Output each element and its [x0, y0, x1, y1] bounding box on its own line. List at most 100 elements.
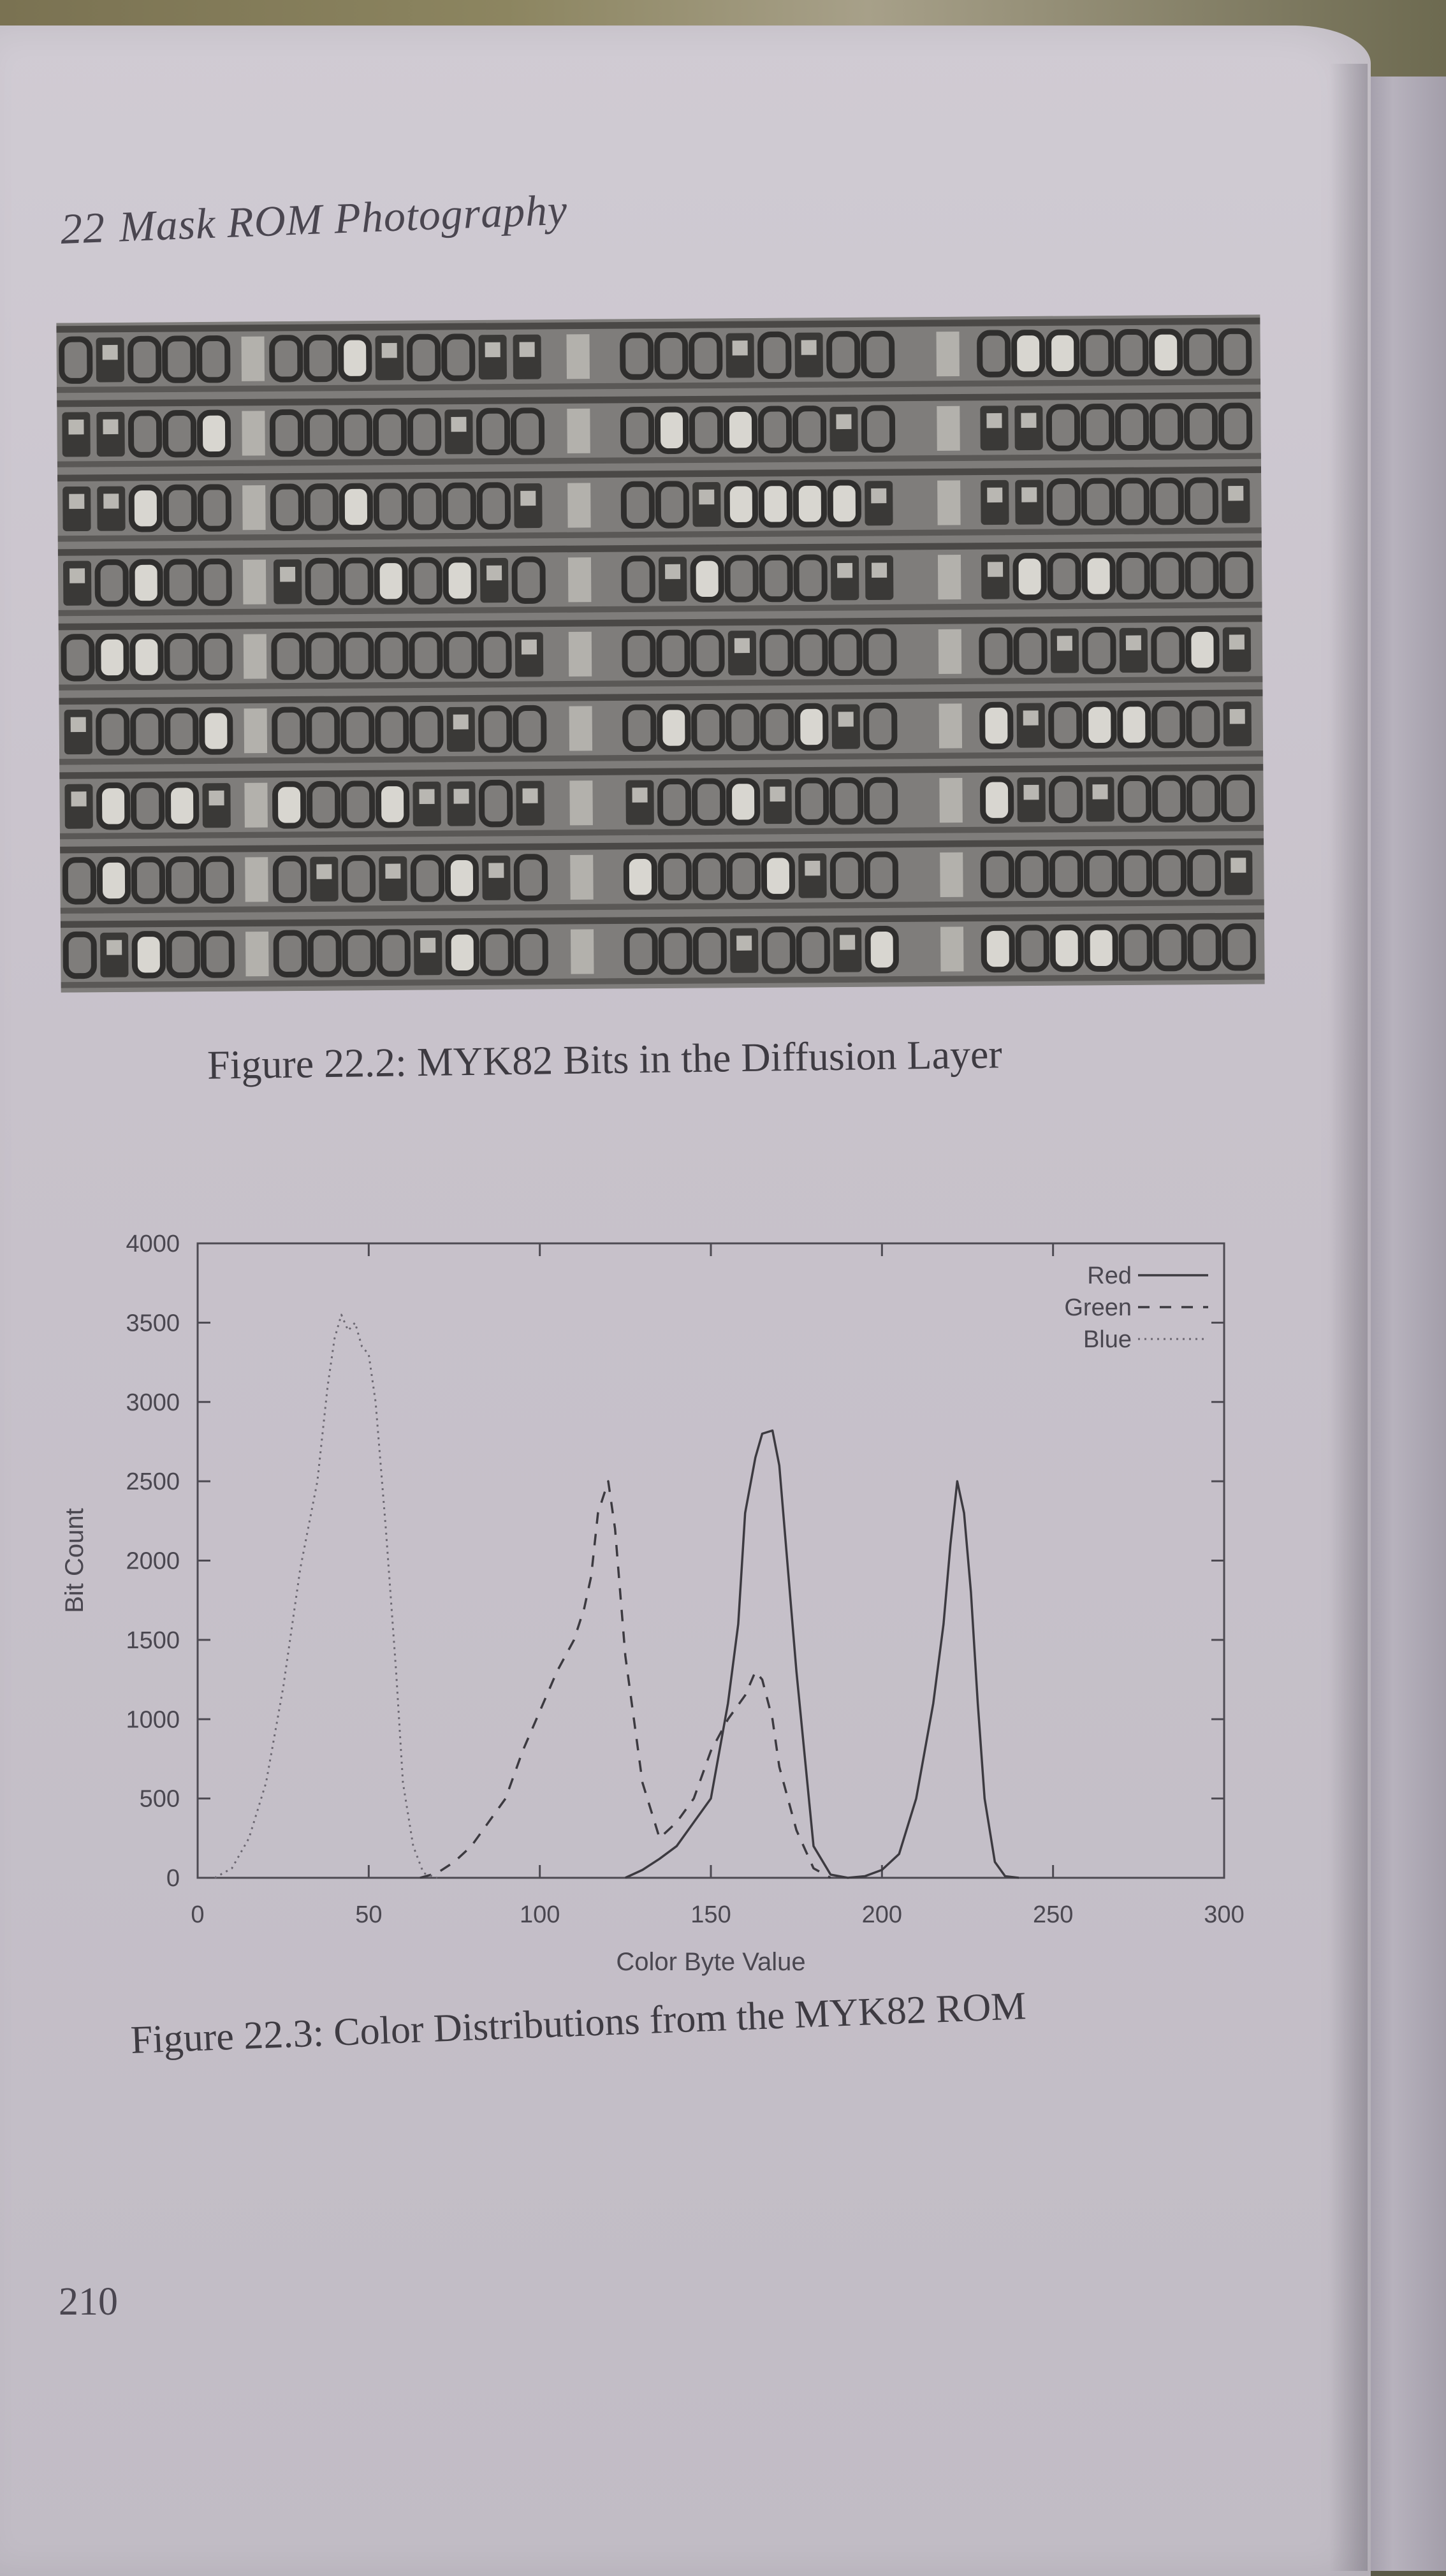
rom-bit-cell	[442, 557, 477, 604]
diffusion-gap	[242, 559, 267, 604]
rom-bit-cell	[759, 554, 793, 603]
series-line-blue	[214, 1314, 438, 1879]
rom-bit-cell	[103, 419, 119, 435]
rom-bit-cell	[699, 489, 715, 505]
rom-bit-cell	[165, 856, 200, 904]
rom-bit-cell	[761, 926, 796, 974]
rom-bit-cell	[1220, 774, 1255, 823]
diffusion-gap	[566, 334, 590, 379]
rom-bit-cell	[522, 788, 538, 803]
rom-bit-cell	[419, 789, 435, 804]
rom-bit-cell	[1046, 329, 1080, 377]
rom-bit-cell	[1081, 552, 1116, 600]
rom-bit-cell	[838, 712, 854, 727]
series-line-red	[625, 1429, 1019, 1879]
y-axis-label: Bit Count	[61, 1508, 89, 1613]
rom-bit-cell	[269, 409, 304, 457]
page-shadow	[1329, 64, 1368, 2571]
metal-line	[57, 527, 1262, 542]
rom-bit-cell	[342, 929, 376, 977]
rom-bit-cell	[863, 628, 897, 676]
rom-bit-cell	[794, 332, 823, 377]
rom-bit-cell	[979, 776, 1014, 824]
rom-bit-cell	[1048, 701, 1083, 749]
rom-bit-cell	[373, 483, 407, 531]
rom-bit-cell	[520, 490, 536, 506]
diffusion-gap	[569, 780, 593, 826]
rom-bit-cell	[655, 481, 689, 529]
rom-bit-cell	[129, 633, 164, 681]
legend: Red Green Blue	[1064, 1262, 1208, 1353]
rom-bit-cell	[1012, 553, 1047, 601]
diffusion-gap	[937, 480, 961, 525]
rom-bit-cell	[476, 407, 511, 456]
rom-bit-cell	[128, 410, 163, 458]
rom-bit-cell	[272, 781, 307, 829]
rom-bit-cell	[758, 480, 792, 528]
rom-bit-cell	[445, 928, 479, 977]
diffusion-gap	[569, 706, 593, 751]
rom-bit-cell	[794, 629, 828, 677]
rom-bit-cell	[1092, 784, 1108, 800]
rom-bit-cell	[981, 925, 1015, 973]
rom-bit-cell	[444, 854, 479, 902]
metal-line	[57, 466, 1262, 482]
rom-bit-cell	[734, 638, 750, 654]
rom-bit-cell	[339, 483, 373, 531]
rom-bit-cell	[1185, 552, 1219, 599]
rom-bit-cell	[1151, 775, 1187, 823]
y-tick-label: 1500	[126, 1627, 180, 1654]
rom-bit-cell	[410, 854, 445, 902]
rom-bit-cell	[59, 336, 93, 384]
rom-bit-cell	[826, 331, 861, 379]
rom-bit-cell	[1183, 328, 1218, 376]
diffusion-gap	[939, 778, 963, 823]
rom-bit-cell	[162, 410, 197, 458]
rom-bit-cell	[441, 333, 476, 381]
rom-die-photograph	[56, 314, 1265, 993]
rom-bit-cell	[727, 630, 757, 676]
rom-bit-cell	[1219, 551, 1253, 599]
rom-bit-cell	[103, 494, 119, 509]
diffusion-gap	[241, 336, 265, 381]
rom-bit-cell	[726, 778, 761, 826]
rom-bit-cell	[1056, 636, 1072, 651]
x-tick-label: 100	[520, 1901, 560, 1928]
rom-bit-cell	[385, 863, 401, 879]
rom-bit-cell	[521, 640, 537, 655]
rom-bit-cell	[723, 406, 758, 454]
metal-line	[58, 615, 1262, 631]
rom-bit-cell	[479, 779, 513, 828]
rom-bit-cell	[792, 406, 827, 453]
rom-bit-cell	[510, 407, 545, 455]
rom-bit-cell	[1187, 849, 1222, 897]
rom-bit-cell	[1229, 708, 1245, 724]
rom-bit-cell	[270, 483, 305, 531]
rom-bit-cell	[1115, 478, 1150, 525]
rom-bit-cell	[197, 484, 232, 532]
diffusion-gap	[245, 857, 268, 902]
rom-bit-cell	[1151, 700, 1186, 749]
rom-bit-cell	[1185, 626, 1220, 674]
rom-bit-cell	[372, 408, 407, 457]
rom-bit-cell	[692, 778, 726, 826]
x-tick-label: 50	[355, 1901, 382, 1928]
rom-bit-cell	[408, 557, 442, 605]
rom-bit-cell	[759, 629, 794, 677]
rom-bit-cell	[691, 703, 726, 752]
rom-bit-cell	[1047, 552, 1081, 601]
rom-bit-cell	[1231, 858, 1246, 873]
rom-bit-cell	[1228, 485, 1244, 501]
rom-bit-cell	[872, 562, 887, 578]
rom-bit-cell	[96, 411, 125, 457]
rom-bit-cell	[1118, 849, 1153, 898]
rom-bit-cell	[726, 703, 760, 751]
diffusion-gap	[567, 408, 590, 454]
rom-bit-cell	[1014, 850, 1049, 898]
rom-bit-cell	[689, 406, 724, 454]
diffusion-gap	[937, 555, 961, 600]
rom-bit-cell	[100, 932, 129, 977]
rom-bit-cell	[987, 487, 1003, 503]
metal-line	[59, 824, 1264, 840]
rom-bit-cell	[833, 927, 862, 972]
